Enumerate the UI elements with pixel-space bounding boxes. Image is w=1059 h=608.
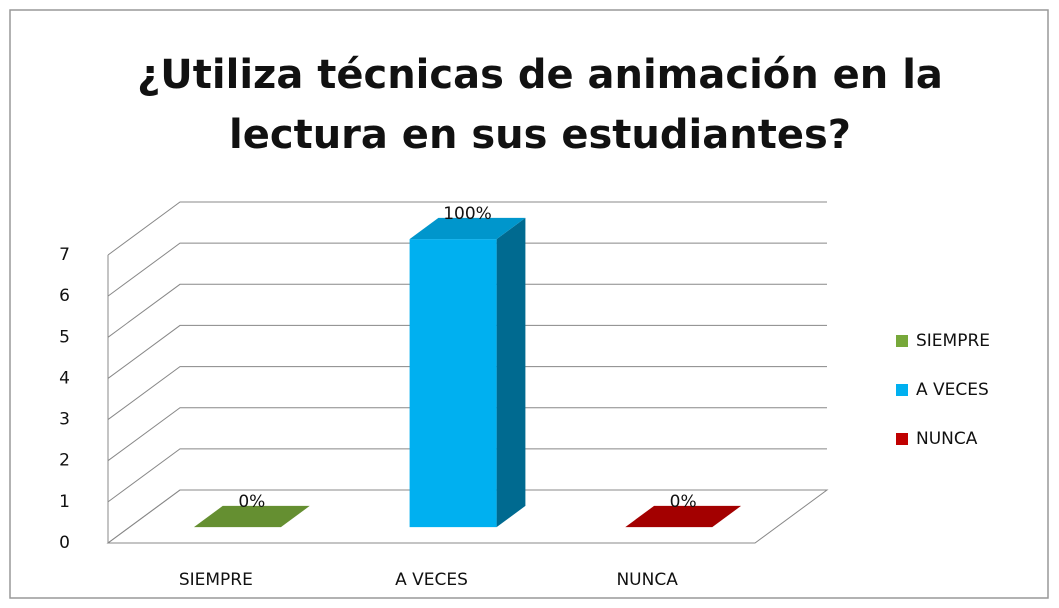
grid-line — [107, 407, 827, 462]
data-label: 100% — [443, 204, 492, 224]
data-label: 0% — [670, 492, 697, 512]
y-tick-label: 2 — [59, 451, 70, 471]
y-tick-label: 5 — [59, 327, 70, 347]
y-tick-label: 0 — [59, 533, 70, 553]
x-tick-label: A VECES — [395, 570, 468, 590]
legend-label: NUNCA — [916, 429, 978, 449]
x-tick-label: NUNCA — [616, 570, 678, 590]
chart-title-line: ¿Utiliza técnicas de animación en la — [137, 52, 943, 98]
y-tick-label: 7 — [59, 245, 70, 265]
y-tick-label: 1 — [59, 492, 70, 512]
x-tick-label: SIEMPRE — [179, 570, 253, 590]
y-tick-label: 6 — [59, 286, 70, 306]
grid-line — [107, 448, 827, 503]
data-label: 0% — [238, 492, 265, 512]
chart-title-line: lectura en sus estudiantes? — [229, 112, 851, 158]
bar — [409, 217, 526, 528]
legend-swatch — [896, 384, 908, 396]
grid-line — [107, 324, 827, 379]
legend-label: A VECES — [916, 380, 989, 400]
y-tick-label: 3 — [59, 410, 70, 430]
grid-line — [107, 489, 827, 544]
bar-front — [409, 239, 497, 528]
grid-line — [107, 366, 827, 420]
bar — [625, 505, 742, 528]
y-tick-label: 4 — [59, 368, 70, 388]
legend-swatch — [896, 335, 908, 347]
bar-top — [193, 505, 310, 528]
bar — [193, 505, 310, 528]
legend-swatch — [896, 433, 908, 445]
grid-line — [107, 283, 827, 338]
grid-line — [107, 242, 827, 297]
grid-line — [107, 201, 827, 256]
bar-top — [409, 217, 526, 240]
bar-top — [625, 505, 742, 528]
bar-side — [496, 217, 526, 528]
legend-label: SIEMPRE — [916, 331, 990, 351]
